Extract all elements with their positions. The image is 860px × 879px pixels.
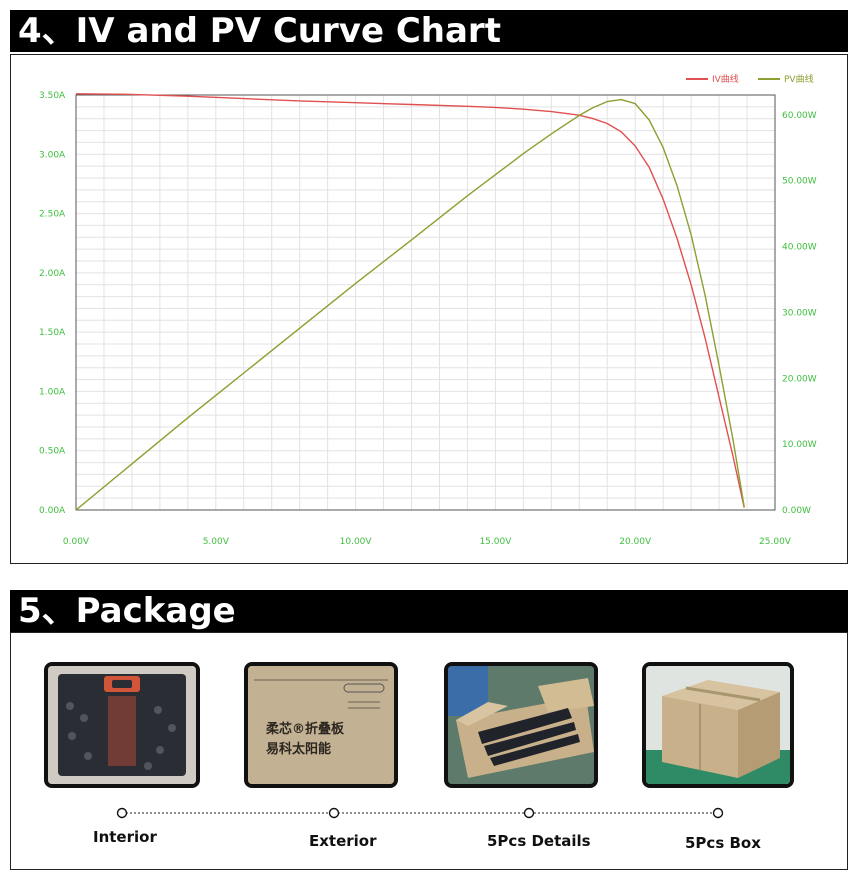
y-left-tick-label: 2.00A xyxy=(39,269,66,279)
chart-grid xyxy=(75,94,776,511)
label-box: 5Pcs Box xyxy=(685,834,761,852)
x-tick-label: 15.00V xyxy=(479,537,512,547)
details-photo xyxy=(444,662,598,788)
y-right-tick-label: 10.00W xyxy=(782,440,817,450)
plot-border xyxy=(75,94,776,511)
x-axis-ticks: 0.00V 5.00V 10.00V 15.00V 20.00V 25.00V xyxy=(63,537,792,547)
chart-series xyxy=(75,93,745,511)
legend-label: PV曲线 xyxy=(784,73,814,85)
y-right-tick-label: 0.00W xyxy=(782,506,811,516)
carton-image xyxy=(248,666,394,784)
y-right-tick-label: 20.00W xyxy=(782,374,817,384)
chart-frame: 0.00V 5.00V 10.00V 15.00V 20.00V 25.00V 0.00A… xyxy=(10,54,848,564)
open-box-panels-image xyxy=(448,666,594,784)
chart-legend: IV曲线 PV曲线 xyxy=(686,73,814,85)
iv-pv-chart: 0.00V 5.00V 10.00V 15.00V 20.00V 25.00V 0.00A… xyxy=(39,73,817,547)
y-left-tick-label: 0.50A xyxy=(39,447,66,457)
x-tick-label: 25.00V xyxy=(759,537,792,547)
x-tick-label: 5.00V xyxy=(203,537,230,547)
y-left-tick-label: 3.00A xyxy=(39,150,66,160)
y-left-tick-label: 1.00A xyxy=(39,387,66,397)
timeline-dot-interior xyxy=(116,807,128,819)
timeline-dot-exterior xyxy=(328,807,340,819)
x-tick-label: 10.00V xyxy=(340,537,373,547)
exterior-photo: 柔芯®折叠板 易科太阳能 xyxy=(244,662,398,788)
y-left-tick-label: 0.00A xyxy=(39,506,66,516)
y-right-tick-label: 60.00W xyxy=(782,111,817,121)
y-left-axis-ticks: 0.00A 0.50A 1.00A 1.50A 2.00A 2.50A 3.00A 3.50A xyxy=(39,91,66,516)
chart-section-title: 4、IV and PV Curve Chart xyxy=(10,10,848,52)
y-left-tick-label: 3.50A xyxy=(39,91,66,101)
label-details: 5Pcs Details xyxy=(487,832,591,850)
x-tick-label: 0.00V xyxy=(63,537,90,547)
pv-curve-line xyxy=(75,98,745,511)
box-photo xyxy=(642,662,794,788)
label-exterior: Exterior xyxy=(309,832,377,850)
interior-photo xyxy=(44,662,200,788)
legend-label: IV曲线 xyxy=(712,73,739,85)
y-left-tick-label: 2.50A xyxy=(39,210,66,220)
timeline-dot-details xyxy=(523,807,535,819)
y-left-tick-label: 1.50A xyxy=(39,328,66,338)
y-right-axis-ticks: 0.00W 10.00W 20.00W 30.00W 40.00W 50.00W 60.00… xyxy=(782,111,817,516)
y-right-tick-label: 30.00W xyxy=(782,308,817,318)
y-right-tick-label: 50.00W xyxy=(782,177,817,187)
x-tick-label: 20.00V xyxy=(619,537,652,547)
box-print-line2: 易科太阳能 xyxy=(266,742,332,757)
package-section-title: 5、Package xyxy=(10,590,848,632)
bubble-wrap-panel-image xyxy=(48,666,196,784)
package-timeline xyxy=(116,807,724,819)
box-print-line1: 柔芯®折叠板 xyxy=(266,722,345,737)
iv-curve-line xyxy=(75,93,745,508)
label-interior: Interior xyxy=(93,828,157,846)
y-right-tick-label: 40.00W xyxy=(782,243,817,253)
sealed-box-image xyxy=(646,666,790,784)
timeline-dot-box xyxy=(712,807,724,819)
